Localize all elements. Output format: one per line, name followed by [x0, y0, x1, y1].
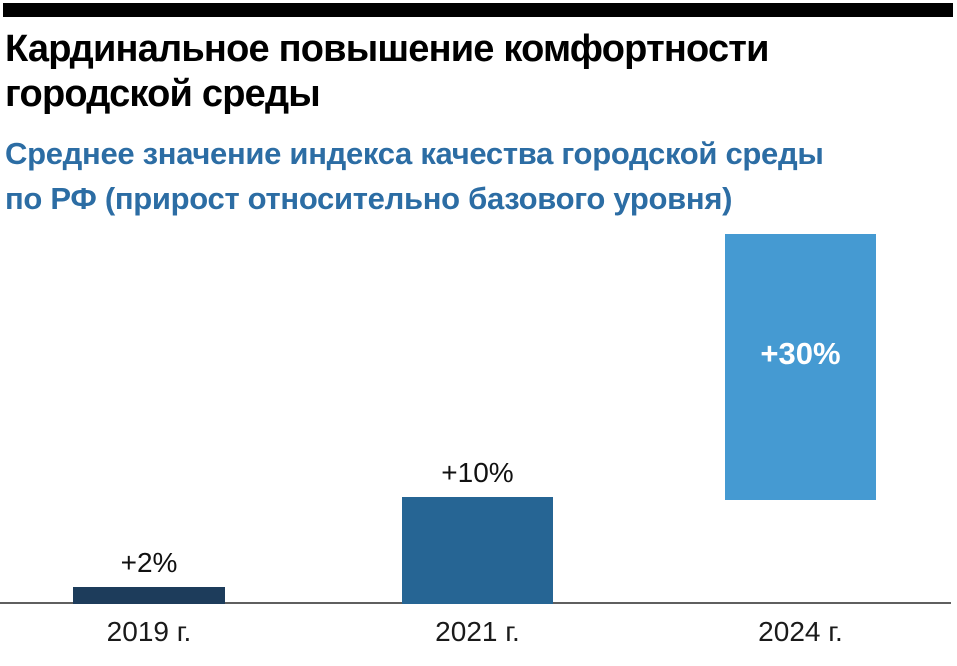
chart-subtitle: Среднее значение индекса качества городс…: [5, 131, 824, 221]
chart-title: Кардинальное повышение комфортности горо…: [5, 27, 769, 117]
chart-subtitle-line-1: Среднее значение индекса качества городс…: [5, 136, 824, 171]
chart-title-line-1: Кардинальное повышение комфортности: [5, 28, 769, 70]
x-axis-label: 2021 г.: [435, 616, 520, 647]
bar-value-label: +30%: [760, 335, 841, 371]
bar-2021: [402, 497, 553, 604]
top-divider: [3, 3, 953, 17]
x-axis-label: 2024 г.: [758, 616, 843, 647]
bar-2019: [73, 587, 225, 604]
bar-value-label: +10%: [441, 457, 514, 488]
chart-title-line-2: городской среды: [5, 73, 321, 115]
chart-subtitle-line-2: по РФ (прирост относительно базового уро…: [5, 181, 733, 216]
x-axis-label: 2019 г.: [106, 616, 192, 647]
bar-value-label: +2%: [120, 547, 178, 578]
bar-2024: [725, 234, 876, 500]
